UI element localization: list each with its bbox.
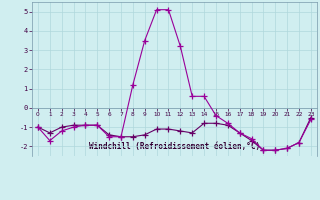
X-axis label: Windchill (Refroidissement éolien,°C): Windchill (Refroidissement éolien,°C) [89, 142, 260, 151]
